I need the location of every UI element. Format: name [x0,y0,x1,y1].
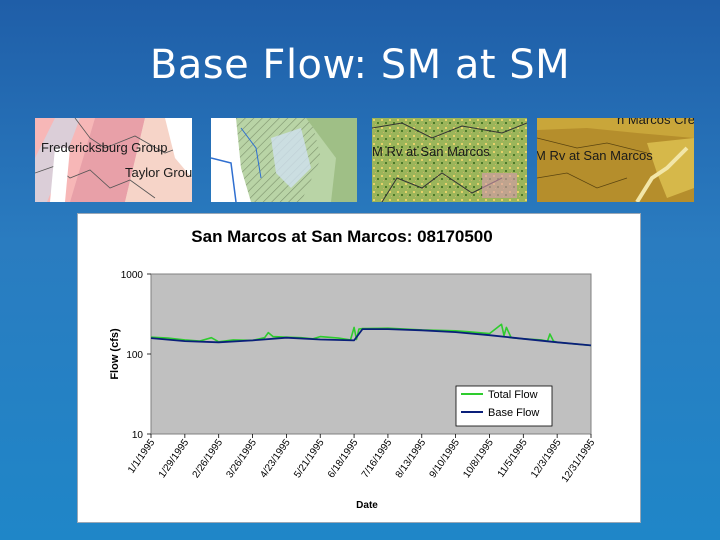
y-axis-label: Flow (cfs) [109,328,121,380]
soils-map-thumbnail: M Rv at San Marcos n Marcos Creek [537,118,694,202]
y-tick-label: 1000 [121,270,144,281]
geology-map-thumbnail: Fredericksburg Group Taylor Group [35,118,192,202]
flow-chart: San Marcos at San Marcos: 08170500 1000 1… [109,227,598,511]
x-tick-label: 3/26/1995 [224,437,259,480]
thumbnail-label: Fredericksburg Group [41,140,168,155]
x-tick-label: 12/31/1995 [560,437,598,485]
aquifer-map-thumbnail [211,118,357,202]
x-tick-label: 6/18/1995 [326,437,361,480]
x-axis-label: Date [356,500,378,511]
x-tick-label: 8/13/1995 [394,437,429,480]
legend-label: Base Flow [488,407,539,419]
y-tick-label: 100 [126,350,143,361]
chart-title: San Marcos at San Marcos: 08170500 [191,227,492,246]
x-tick-label: 1/29/1995 [157,437,192,480]
x-tick-label: 5/21/1995 [292,437,327,480]
x-tick-label: 4/23/1995 [258,437,293,480]
x-tick-label: 7/16/1995 [360,437,395,480]
x-tick-label: 2/26/1995 [191,437,226,480]
series-line-base-flow [150,328,592,347]
land-use-map-thumbnail: M Rv at San Marcos [372,118,527,202]
slide-title: Base Flow: SM at SM [149,42,571,88]
x-tick-label: 12/3/1995 [529,437,564,480]
x-tick-label: 9/10/1995 [428,437,463,480]
x-tick-label: 1/1/1995 [126,437,158,476]
thumbnail-label: n Marcos Creek [617,118,694,127]
x-tick-label: 10/8/1995 [461,437,496,480]
thumbnail-label: Taylor Group [125,165,192,180]
thumbnail-label: M Rv at San Marcos [372,144,490,159]
thumbnail-label: M Rv at San Marcos [537,148,653,163]
legend-label: Total Flow [488,389,538,401]
x-tick-label: 11/5/1995 [496,437,530,480]
chart-panel: San Marcos at San Marcos: 08170500 1000 1… [77,213,641,523]
chart-legend: Total Flow Base Flow [455,385,553,427]
y-tick-label: 10 [132,430,144,441]
